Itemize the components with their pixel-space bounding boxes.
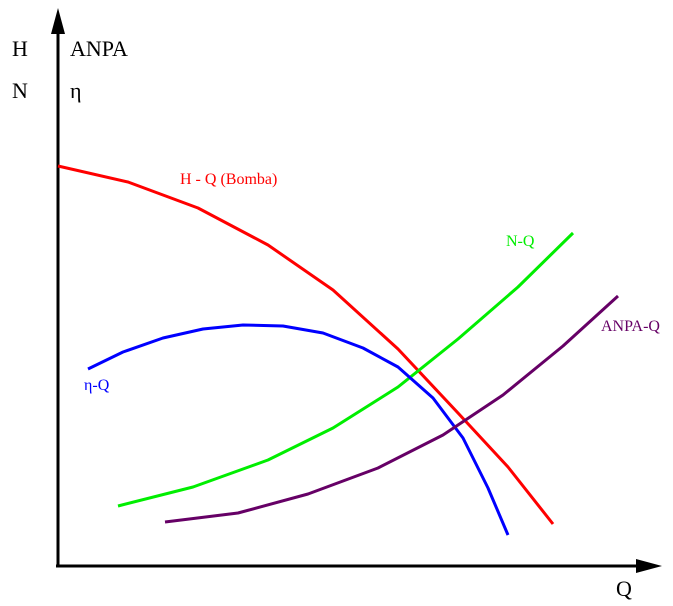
label-n-q: N-Q	[506, 233, 535, 250]
curve-q	[87, 323, 510, 536]
x-axis-label-q: Q	[616, 576, 632, 601]
y-axis-label-h: H	[12, 36, 28, 61]
series-layer	[57, 164, 620, 536]
label-h-q: H - Q (Bomba)	[180, 171, 277, 188]
curve-n-q	[117, 231, 575, 508]
y-axis-label-eta: η	[70, 78, 82, 103]
curve-anpa-q	[164, 294, 620, 524]
y-axis-arrow	[51, 8, 65, 34]
label-eta-q: η-Q	[84, 377, 110, 394]
x-axis-arrow	[636, 559, 662, 573]
curve-h-q-bomba	[57, 164, 555, 525]
y-axis-label-n: N	[12, 78, 28, 103]
y-axis-label-anpa: ANPA	[70, 36, 128, 61]
label-anpa-q: ANPA-Q	[601, 318, 660, 335]
